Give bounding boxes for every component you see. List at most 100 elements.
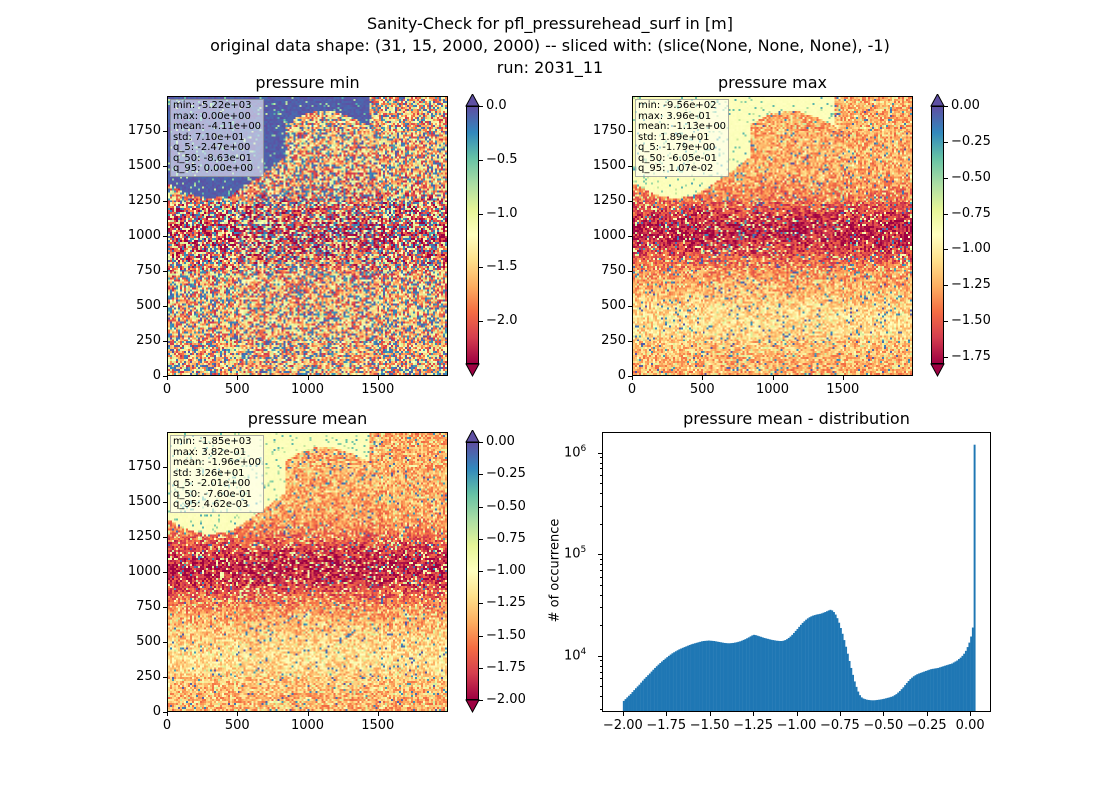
histogram-bar [636,686,639,712]
histogram-bar [940,666,943,712]
panel-3-colorbar-tick-mark [479,474,483,476]
histogram-bar [970,636,973,712]
panel-3-stat-line: max: 3.82e-01 [173,446,247,458]
histogram-bar [872,700,875,712]
histogram-bar [945,665,948,712]
panel-3-colorbar-tick-label: 0.00 [486,434,515,449]
panel-2-y-tick-mark [628,306,632,307]
panel-2-y-tick-mark [628,236,632,237]
panel-4-x-tick-label: −1.00 [776,718,817,733]
panel-2-y-tick-mark [628,201,632,202]
histogram-bar [883,698,886,712]
panel-4-y-minor-tick [600,665,602,667]
panel-1-stat-line: mean: -4.11e+00 [173,121,262,132]
panel-1-colorbar-extend-min [465,363,480,378]
histogram-bar [643,678,646,712]
panel-1-stat-line: min: -5.22e+03 [173,100,252,111]
histogram-bar [966,647,969,712]
panel-3-stats-box: min: -1.85e+03 max: 3.82e-01 mean: -1.96e+… [170,435,265,513]
histogram-bar [791,634,794,712]
panel-2-x-tick-mark [632,376,633,380]
panel-2-x-tick-label: 1000 [755,382,790,397]
histogram-bar [704,640,707,712]
histogram-bar [690,644,693,712]
panel-2-y-tick-label: 500 [601,298,626,313]
panel-2-stat-line: std: 1.89e+01 [638,131,710,143]
histogram-bar [928,669,931,712]
panel-2-y-tick-mark [628,341,632,342]
panel-3-y-tick-label: 500 [136,634,161,649]
panel-4-y-minor-tick [600,576,602,578]
panel-4-x-tick-label: −0.50 [863,718,904,733]
panel-2-colorbar-tick-label: −0.25 [951,133,991,149]
histogram-bar [655,666,658,712]
panel-3-x-tick-mark [167,712,168,716]
histogram-bar [648,673,651,712]
panel-2-title: pressure max [717,73,828,92]
histogram-bar [874,700,877,712]
panel-2-colorbar-tick-label: −1.75 [951,348,991,364]
panel-2-colorbar-extend-max [930,94,945,107]
panel-4-x-tick-label: 0.00 [955,718,985,733]
histogram-bar [853,681,856,712]
histogram-bar [716,641,719,712]
histogram-bar [822,612,825,712]
histogram-bar [831,610,834,712]
histogram-bar [890,696,893,712]
histogram-bar [959,657,962,712]
panel-2-colorbar-tick-mark [944,285,948,287]
histogram-bar [919,672,922,712]
histogram-bar [657,664,660,712]
panel-3-y-tick-label: 1250 [127,529,161,544]
histogram-bar [773,640,776,712]
histogram-bar [968,642,971,712]
histogram-bar [914,675,917,712]
panel-3-stat-line: std: 3.26e+01 [173,467,245,479]
figure-title-line-2: original data shape: (31, 15, 2000, 2000… [210,36,890,55]
histogram-bar [930,669,933,712]
histogram-bar [674,651,677,712]
histogram-bar [671,653,674,712]
histogram-bar [918,673,920,712]
panel-4-y-minor-tick [600,708,602,710]
histogram-bar [735,642,738,712]
panel-3-colorbar-tick-mark [479,700,483,701]
panel-4-y-minor-tick [600,483,602,485]
panel-2-y-tick-label: 750 [601,263,626,278]
panel-2-colorbar-tick-mark [944,177,948,179]
panel-4-y-axis-label: # of occurrence [547,518,563,623]
panel-4-y-minor-tick [600,607,602,609]
histogram-bar [669,654,672,712]
histogram-bar [688,644,691,712]
panel-2-x-tick-mark [702,376,704,380]
histogram-bar [954,661,957,712]
histogram-bar [852,674,855,712]
histogram-bar [622,700,625,712]
panel-1-colorbar-extends [465,94,480,378]
panel-3-x-tick-label: 1500 [361,718,395,733]
histogram-bar [765,638,768,712]
panel-3-colorbar-tick-label: −0.50 [486,498,526,514]
panel-1-colorbar-tick-label: −1.5 [486,259,518,275]
histogram-bar [713,641,716,712]
histogram-bar [829,609,832,712]
panel-4-x-tick-mark [753,712,755,716]
panel-4-y-minor-tick [600,671,602,673]
histogram-bar [947,664,950,712]
panel-3-x-tick-mark [237,712,239,716]
panel-3-y-tick-label: 750 [136,599,161,614]
panel-4-y-minor-tick [600,457,602,459]
histogram-bar [638,684,641,712]
panel-1-y-tick-label: 750 [136,263,161,278]
panel-4-y-minor-tick [600,468,602,470]
histogram-bar [931,668,934,712]
panel-1-y-tick-mark [163,341,167,342]
histogram-bar [867,699,870,712]
panel-4-x-tick-mark [883,712,885,716]
panel-1-y-tick-label: 250 [136,333,161,348]
panel-1-x-tick-mark [237,376,239,380]
panel-4-y-tick-base: 10 [564,648,581,664]
histogram-bar [680,648,683,712]
histogram-bar [654,667,657,712]
panel-4-y-minor-tick [600,625,602,627]
